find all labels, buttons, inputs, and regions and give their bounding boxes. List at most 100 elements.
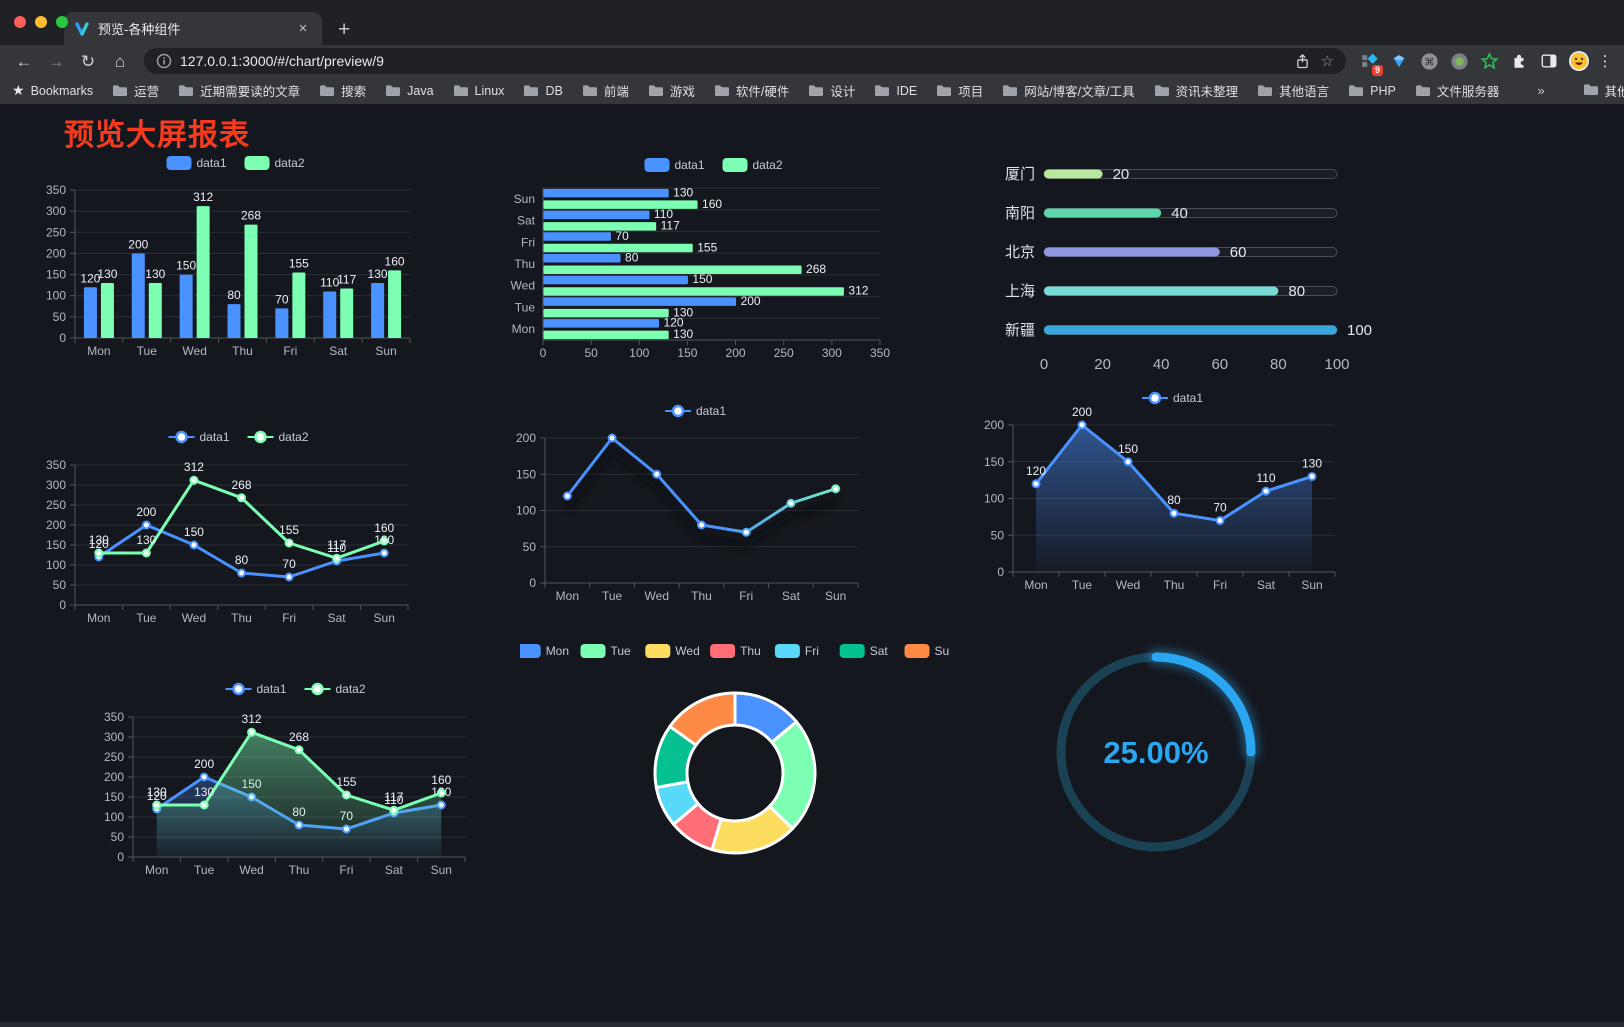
svg-text:312: 312 [184, 460, 204, 474]
other-bookmarks-item[interactable]: 其他书签 [1583, 81, 1624, 100]
close-window-button[interactable] [14, 16, 26, 28]
svg-text:70: 70 [1213, 501, 1227, 515]
svg-text:80: 80 [1270, 356, 1287, 373]
bookmark-label: 资讯未整理 [1175, 85, 1239, 99]
folder-icon [179, 85, 194, 96]
bookmark-folder-item[interactable]: 运营 [112, 81, 159, 100]
site-info-icon[interactable] [156, 53, 172, 69]
svg-text:0: 0 [1040, 356, 1048, 373]
bookmark-folder-item[interactable]: Linux [453, 81, 504, 100]
tab-strip: 预览-各种组件 × + [0, 0, 1624, 45]
folder-icon [937, 85, 952, 96]
chart-multi-line: 0 50 100 150 200 250 300 350 Mon Tue Wed Thu Fri Sat S… [40, 425, 465, 635]
svg-text:150: 150 [677, 346, 697, 360]
bookmark-star-icon[interactable]: ☆ [1320, 53, 1334, 70]
new-tab-button[interactable]: + [338, 18, 351, 41]
bookmark-folder-list: 运营 近期需要读的文章 搜索 Java Linux DB 前端 游戏 软件/硬件 设计 IDE 项目 网… [112, 81, 1499, 100]
bookmark-folder-item[interactable]: 前端 [582, 81, 629, 100]
svg-text:312: 312 [242, 712, 262, 726]
bookmarks-overflow-icon[interactable]: » [1537, 83, 1545, 98]
svg-text:110: 110 [384, 793, 403, 807]
back-icon[interactable]: ← [15, 51, 33, 71]
browser-menu-icon[interactable]: ⋮ [1597, 53, 1613, 70]
svg-text:150: 150 [46, 538, 66, 552]
svg-text:60: 60 [1211, 356, 1228, 373]
grid-extension-icon[interactable]: 9 [1354, 46, 1384, 76]
bookmark-label: PHP [1370, 83, 1396, 98]
bookmark-label: DB [545, 83, 563, 98]
page-title: 预览大屏报表 [64, 119, 250, 152]
bookmark-folder-item[interactable]: PHP [1348, 81, 1396, 100]
chart-legend[interactable]: data1 [1142, 391, 1203, 405]
svg-text:50: 50 [991, 528, 1005, 542]
chart-legend[interactable]: data1 data2 [644, 158, 783, 172]
svg-text:130: 130 [97, 267, 117, 281]
svg-text:150: 150 [984, 455, 1004, 469]
chart-canvas: 25.00% [1056, 649, 1259, 852]
folder-icon [1583, 83, 1599, 99]
reload-icon[interactable]: ↻ [80, 51, 96, 71]
svg-text:250: 250 [46, 225, 66, 239]
svg-text:data2: data2 [336, 682, 366, 696]
bookmark-folder-item[interactable]: 软件/硬件 [714, 81, 789, 100]
bookmark-folder-item[interactable]: Java [385, 81, 434, 100]
bookmark-folder-item[interactable]: 项目 [936, 81, 983, 100]
bookmark-folder-item[interactable]: 网站/博客/文章/工具 [1002, 81, 1135, 100]
recorder-extension-icon[interactable] [1444, 46, 1474, 76]
bookmark-folder-item[interactable]: 近期需要读的文章 [178, 81, 300, 100]
svg-text:Sat: Sat [329, 344, 348, 358]
svg-text:200: 200 [726, 346, 746, 360]
browser-tab[interactable]: 预览-各种组件 × [64, 12, 322, 45]
svg-text:130: 130 [147, 785, 167, 799]
svg-text:100: 100 [1347, 322, 1372, 339]
folder-icon [1258, 85, 1273, 96]
svg-text:200: 200 [194, 757, 214, 771]
window-bottom-edge [0, 1022, 1624, 1027]
svg-text:200: 200 [46, 246, 66, 260]
bookmark-label: 其他语言 [1279, 85, 1330, 99]
svg-text:Sun: Sun [374, 611, 395, 625]
side-panel-icon[interactable] [1534, 46, 1564, 76]
command-extension-icon[interactable]: ⌘ [1414, 46, 1444, 76]
chart-legend[interactable]: data1 [665, 404, 726, 418]
folder-icon [714, 85, 729, 96]
home-icon[interactable]: ⌂ [114, 51, 126, 71]
bookmark-folder-item[interactable]: DB [523, 81, 563, 100]
bookmark-folder-item[interactable]: 文件服务器 [1415, 81, 1499, 100]
bookmarks-manager-item[interactable]: ★ Bookmarks [12, 82, 93, 99]
profile-avatar[interactable] [1564, 46, 1594, 76]
svg-text:Fri: Fri [339, 863, 353, 877]
chart-legend[interactable]: data1 data2 [166, 156, 305, 170]
address-bar[interactable]: 127.0.0.1:3000/#/chart/preview/9 ☆ [144, 48, 1346, 74]
bookmark-folder-item[interactable]: 其他语言 [1257, 81, 1329, 100]
bookmark-folder-item[interactable]: IDE [874, 81, 917, 100]
tab-close-icon[interactable]: × [298, 20, 308, 37]
forward-icon[interactable]: → [47, 51, 65, 71]
bookmark-label: 网站/博客/文章/工具 [1024, 85, 1135, 99]
svg-text:80: 80 [1167, 493, 1181, 507]
url-text[interactable]: 127.0.0.1:3000/#/chart/preview/9 [180, 53, 384, 69]
chart-legend[interactable]: Mon Tue Wed Thu Fri Sat Sun [520, 644, 950, 658]
bookmark-folder-item[interactable]: 搜索 [319, 81, 366, 100]
svg-text:0: 0 [540, 346, 547, 360]
zoom-window-button[interactable] [56, 16, 68, 28]
svg-text:50: 50 [111, 830, 125, 844]
share-icon[interactable] [1294, 53, 1311, 70]
extensions-puzzle-icon[interactable] [1504, 46, 1534, 76]
bookmark-folder-item[interactable]: 设计 [808, 81, 855, 100]
bookmark-folder-item[interactable]: 游戏 [648, 81, 695, 100]
svg-text:50: 50 [523, 540, 537, 554]
folder-icon [113, 85, 128, 96]
svg-text:Tue: Tue [1072, 578, 1093, 592]
svg-text:130: 130 [89, 533, 109, 547]
minimize-window-button[interactable] [35, 16, 47, 28]
chart-legend[interactable]: data1 data2 [168, 430, 309, 444]
svg-text:Mon: Mon [512, 322, 535, 336]
bookmark-folder-item[interactable]: 资讯未整理 [1154, 81, 1239, 100]
gem-extension-icon[interactable] [1384, 46, 1414, 76]
svg-text:160: 160 [385, 254, 405, 268]
green-star-extension-icon[interactable] [1474, 46, 1504, 76]
svg-text:155: 155 [697, 240, 717, 254]
svg-text:Tue: Tue [136, 611, 157, 625]
chart-legend[interactable]: data1 data2 [225, 682, 366, 696]
